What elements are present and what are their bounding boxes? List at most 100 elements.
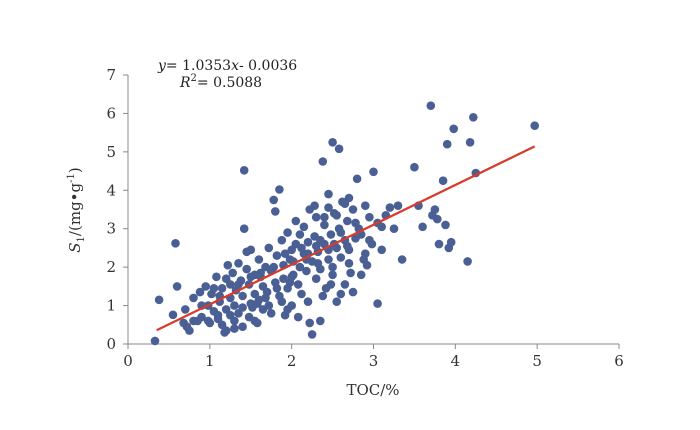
r-squared-value: = 0.5088 (197, 75, 262, 91)
data-point (365, 212, 374, 222)
data-point (377, 245, 387, 255)
data-point (293, 280, 303, 289)
data-point (197, 312, 206, 322)
data-point (434, 239, 444, 249)
data-point (238, 303, 247, 312)
data-point (226, 280, 235, 289)
data-point (469, 113, 478, 122)
data-point (311, 274, 321, 284)
data-point (326, 280, 336, 289)
axes: 0 1 2 3 4 5 6 0 1 2 3 4 5 6 7 (106, 66, 623, 370)
data-point (433, 214, 442, 224)
data-point (356, 270, 366, 280)
equation-x-var: x (231, 58, 239, 74)
data-point (446, 237, 456, 247)
data-point (311, 212, 321, 222)
data-point (316, 316, 325, 326)
data-point (228, 268, 237, 278)
trendline (156, 145, 536, 332)
data-point (230, 316, 239, 326)
y-axis-title-close: ) (66, 167, 84, 173)
x-tick-label: 6 (614, 352, 624, 370)
data-point (269, 195, 279, 205)
data-point (269, 262, 279, 272)
data-point (332, 297, 342, 307)
data-point (287, 272, 297, 282)
data-point (336, 228, 346, 237)
data-point (195, 287, 205, 297)
data-point (361, 249, 370, 258)
data-point (318, 157, 328, 166)
equation-intercept: - 0.0036 (239, 58, 297, 74)
data-point (277, 235, 287, 245)
data-point (320, 212, 329, 222)
data-point (252, 299, 262, 308)
data-point (365, 235, 374, 245)
x-ticks: 0 1 2 3 4 5 6 (123, 344, 624, 370)
data-point (324, 255, 333, 264)
data-point (340, 280, 350, 289)
data-point (280, 249, 290, 258)
data-point (320, 220, 329, 230)
data-point (212, 272, 221, 282)
equation-line: y= 1.0353x- 0.0036 (157, 58, 297, 74)
data-point (277, 297, 287, 307)
data-point (328, 270, 337, 280)
y-tick-label: 1 (106, 297, 116, 315)
equation-annotation: y= 1.0353x- 0.0036 R2= 0.5088 (157, 58, 297, 91)
data-point (302, 266, 311, 276)
data-point (352, 174, 362, 184)
data-point (256, 268, 265, 278)
data-point (185, 326, 194, 335)
data-point (230, 324, 239, 333)
y-axis-title-unit: /(mg•g (66, 182, 84, 236)
data-point (336, 253, 346, 262)
equation-y-var: y (157, 58, 167, 74)
data-point (377, 222, 387, 232)
y-tick-label: 0 (106, 335, 116, 353)
data-point (348, 287, 358, 297)
data-point (334, 144, 344, 154)
data-point (438, 176, 448, 185)
y-axis-title-sub: 1 (76, 236, 87, 242)
data-point (336, 289, 346, 299)
data-point (181, 305, 190, 314)
x-axis-title: TOC/% (346, 381, 399, 399)
data-point (299, 222, 309, 232)
data-point (530, 121, 539, 130)
data-point (189, 293, 198, 303)
data-point (463, 257, 472, 266)
data-point (343, 241, 352, 251)
y-tick-label: 2 (106, 258, 116, 276)
data-point (266, 309, 276, 318)
data-point (275, 185, 284, 194)
data-point (272, 251, 282, 260)
r-squared-var: R (179, 75, 191, 91)
y-axis-title-sup: -1 (66, 173, 77, 183)
data-point (313, 259, 323, 268)
r-squared-sup: 2 (191, 73, 197, 84)
y-tick-label: 5 (106, 143, 116, 161)
data-point (324, 203, 333, 212)
data-point (449, 124, 459, 134)
data-point (311, 241, 321, 251)
data-point (441, 220, 450, 230)
data-point (201, 282, 210, 291)
data-point (217, 284, 227, 293)
x-tick-label: 3 (369, 352, 379, 370)
data-point (234, 259, 243, 268)
data-point (271, 207, 280, 216)
data-point (343, 216, 352, 226)
x-tick-label: 0 (123, 352, 133, 370)
data-point (209, 284, 219, 293)
data-point (344, 193, 354, 203)
data-point (297, 243, 306, 253)
data-point (239, 166, 249, 175)
data-point (261, 293, 270, 303)
data-point (305, 318, 315, 328)
data-point (293, 312, 303, 322)
x-tick-label: 4 (451, 352, 461, 370)
data-point (230, 301, 239, 310)
data-point (418, 222, 427, 232)
